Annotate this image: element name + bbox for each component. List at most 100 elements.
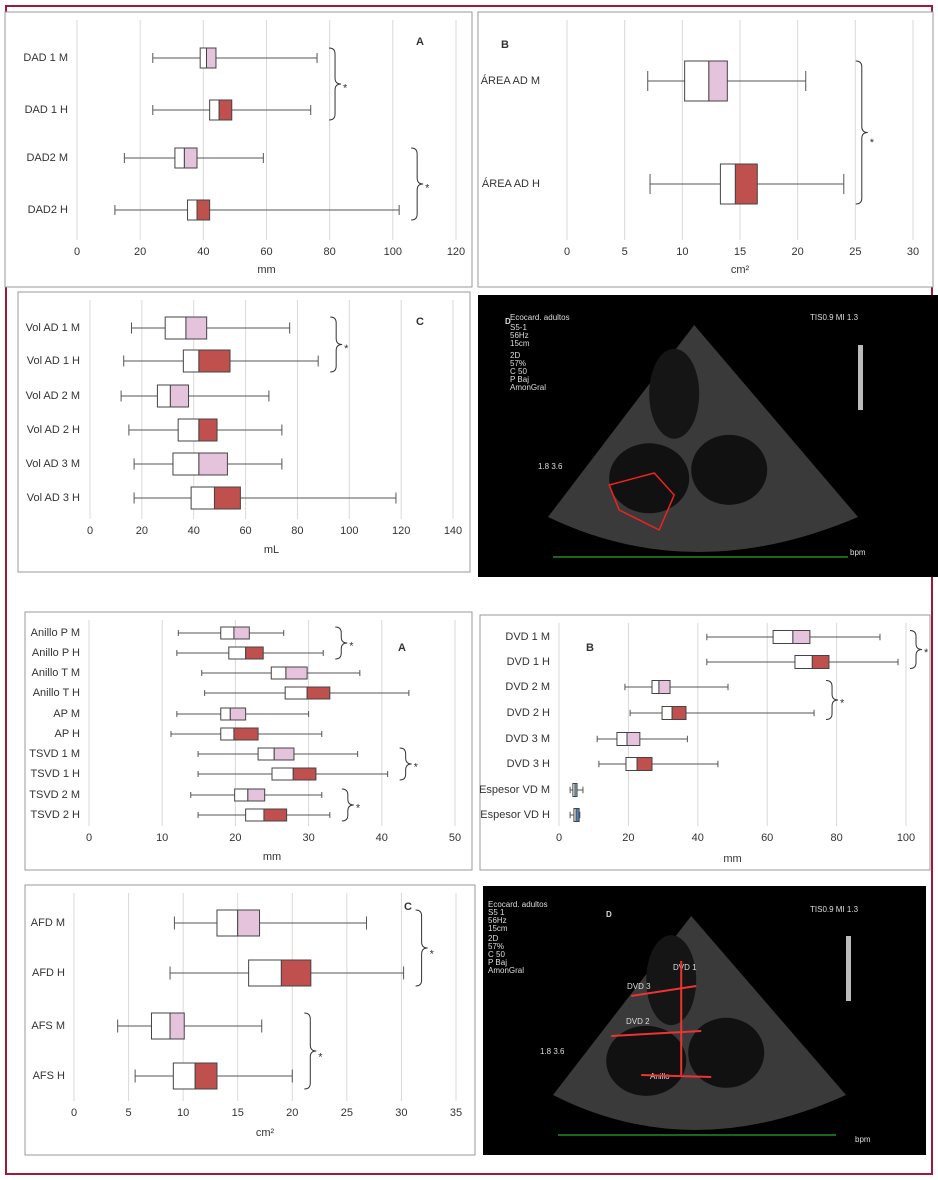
significance-label: * bbox=[430, 948, 435, 960]
significance-label: * bbox=[840, 698, 845, 710]
box-upper bbox=[659, 681, 670, 694]
x-tick-label: 100 bbox=[340, 525, 358, 537]
box-upper bbox=[735, 164, 757, 204]
panel-label: A bbox=[398, 642, 406, 654]
box-lower bbox=[217, 910, 238, 936]
panel-label: A bbox=[416, 36, 424, 48]
image-text: 1.8 3.6 bbox=[538, 462, 563, 471]
category-label: AP H bbox=[55, 728, 81, 740]
x-tick-label: 100 bbox=[897, 832, 915, 844]
box-upper bbox=[575, 784, 577, 797]
box-lower bbox=[173, 453, 199, 475]
x-tick-label: 35 bbox=[450, 1107, 462, 1119]
echo-chamber bbox=[646, 935, 696, 1025]
gray-scale-bar bbox=[846, 936, 851, 1001]
x-tick-label: 40 bbox=[692, 832, 704, 844]
x-tick-label: 30 bbox=[907, 246, 919, 258]
box-lower bbox=[183, 350, 199, 372]
box-upper bbox=[709, 61, 727, 101]
box-upper bbox=[576, 809, 579, 822]
x-axis-label: mm bbox=[723, 853, 741, 865]
box-upper bbox=[281, 960, 310, 986]
x-tick-label: 5 bbox=[622, 246, 628, 258]
box-lower bbox=[175, 148, 184, 168]
x-tick-label: 20 bbox=[136, 525, 148, 537]
echo-chamber bbox=[609, 443, 689, 513]
x-tick-label: 25 bbox=[849, 246, 861, 258]
category-label: DAD2 M bbox=[26, 152, 68, 164]
box-upper bbox=[199, 453, 228, 475]
panel-frame bbox=[478, 12, 933, 287]
x-tick-label: 30 bbox=[395, 1107, 407, 1119]
box-lower bbox=[210, 100, 219, 120]
x-tick-label: 10 bbox=[676, 246, 688, 258]
panel-label: C bbox=[416, 316, 424, 328]
box-upper bbox=[170, 385, 188, 407]
image-text: bpm bbox=[850, 548, 866, 557]
box-upper bbox=[234, 728, 258, 740]
category-label: Espesor VD H bbox=[480, 809, 550, 821]
category-label: DVD 3 M bbox=[505, 733, 550, 745]
category-label: Vol AD 2 M bbox=[26, 390, 80, 402]
category-label: TSVD 2 H bbox=[30, 809, 80, 821]
x-tick-label: 25 bbox=[341, 1107, 353, 1119]
x-tick-label: 0 bbox=[74, 246, 80, 258]
box-lower bbox=[662, 707, 672, 720]
significance-label: * bbox=[318, 1051, 323, 1063]
significance-label: * bbox=[343, 83, 348, 95]
box-lower bbox=[685, 61, 709, 101]
box-upper bbox=[286, 667, 307, 679]
figure: 020406080100120mmADAD 1 MDAD 1 HDAD2 MDA… bbox=[0, 0, 938, 1180]
image-text: AmonGral bbox=[510, 383, 546, 392]
box-lower bbox=[249, 960, 282, 986]
image-text: 15cm bbox=[488, 924, 508, 933]
gray-scale-bar bbox=[858, 345, 863, 410]
box-upper bbox=[230, 708, 245, 720]
x-tick-label: 30 bbox=[302, 832, 314, 844]
x-tick-label: 40 bbox=[188, 525, 200, 537]
x-axis-label: cm² bbox=[731, 264, 750, 276]
box-upper bbox=[199, 350, 230, 372]
category-label: ÁREA AD M bbox=[481, 74, 540, 87]
box-upper bbox=[184, 148, 197, 168]
panel-label: D bbox=[606, 910, 612, 919]
box-upper bbox=[264, 809, 287, 821]
box-lower bbox=[272, 768, 293, 780]
category-label: Anillo T H bbox=[33, 687, 80, 699]
box-upper bbox=[206, 48, 215, 68]
category-label: AFD M bbox=[31, 917, 65, 929]
significance-label: * bbox=[344, 343, 349, 355]
category-label: DVD 2 M bbox=[505, 681, 550, 693]
panel-label: B bbox=[586, 642, 594, 654]
category-label: TSVD 1 H bbox=[30, 768, 80, 780]
category-label: DVD 1 M bbox=[505, 631, 550, 643]
echo-image: DEcocard. adultosS5-156Hz15cm2D57%C 50P … bbox=[478, 295, 938, 577]
x-axis-label: mm bbox=[263, 851, 281, 863]
x-tick-label: 20 bbox=[229, 832, 241, 844]
box-upper bbox=[672, 707, 686, 720]
x-tick-label: 60 bbox=[761, 832, 773, 844]
category-label: DVD 3 H bbox=[507, 758, 550, 770]
x-tick-label: 120 bbox=[392, 525, 410, 537]
x-tick-label: 15 bbox=[734, 246, 746, 258]
category-label: Vol AD 3 M bbox=[26, 458, 80, 470]
significance-label: * bbox=[924, 647, 929, 659]
box-lower bbox=[157, 385, 170, 407]
x-tick-label: 80 bbox=[324, 246, 336, 258]
category-label: DVD 1 H bbox=[507, 656, 550, 668]
x-tick-label: 20 bbox=[622, 832, 634, 844]
category-label: AFS H bbox=[33, 1070, 65, 1082]
image-text: AmonGral bbox=[488, 966, 524, 975]
box-upper bbox=[246, 647, 264, 659]
box-upper bbox=[274, 748, 294, 760]
box-lower bbox=[173, 1063, 195, 1089]
x-tick-label: 10 bbox=[177, 1107, 189, 1119]
significance-label: * bbox=[414, 762, 419, 774]
x-tick-label: 100 bbox=[384, 246, 402, 258]
box-lower bbox=[235, 789, 248, 801]
category-label: Vol AD 2 H bbox=[27, 424, 80, 436]
box-upper bbox=[637, 758, 652, 771]
x-tick-label: 0 bbox=[71, 1107, 77, 1119]
box-upper bbox=[812, 656, 829, 669]
